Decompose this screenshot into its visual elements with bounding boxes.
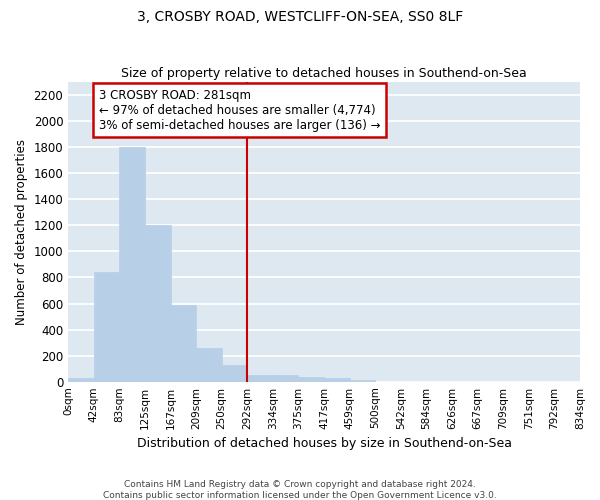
Bar: [119, 147, 145, 382]
Bar: [247, 375, 273, 382]
Text: Contains HM Land Registry data © Crown copyright and database right 2024.
Contai: Contains HM Land Registry data © Crown c…: [103, 480, 497, 500]
Bar: [350, 380, 375, 382]
Title: Size of property relative to detached houses in Southend-on-Sea: Size of property relative to detached ho…: [121, 66, 527, 80]
Bar: [68, 378, 94, 382]
Bar: [222, 366, 247, 382]
Bar: [324, 378, 350, 382]
X-axis label: Distribution of detached houses by size in Southend-on-Sea: Distribution of detached houses by size …: [137, 437, 512, 450]
Bar: [196, 348, 222, 382]
Text: 3 CROSBY ROAD: 281sqm
← 97% of detached houses are smaller (4,774)
3% of semi-de: 3 CROSBY ROAD: 281sqm ← 97% of detached …: [99, 88, 380, 132]
Bar: [145, 226, 170, 382]
Text: 3, CROSBY ROAD, WESTCLIFF-ON-SEA, SS0 8LF: 3, CROSBY ROAD, WESTCLIFF-ON-SEA, SS0 8L…: [137, 10, 463, 24]
Y-axis label: Number of detached properties: Number of detached properties: [15, 139, 28, 325]
Bar: [94, 272, 119, 382]
Bar: [273, 375, 298, 382]
Bar: [298, 377, 324, 382]
Bar: [170, 305, 196, 382]
